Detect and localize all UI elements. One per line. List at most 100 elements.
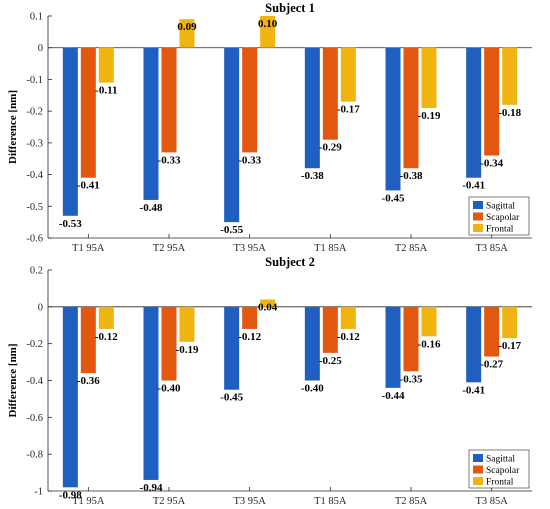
y-tick-label: 0.1 [30, 12, 43, 23]
data-label: -0.34 [480, 158, 503, 170]
bar-frontal [98, 47, 114, 83]
bar-sagittal [385, 47, 401, 191]
bar-scapolar [484, 306, 500, 357]
data-label: -0.12 [238, 331, 261, 343]
data-label: -0.27 [480, 359, 503, 371]
bar-sagittal [304, 47, 320, 169]
y-tick-label: 0 [38, 302, 43, 313]
data-label: -0.41 [462, 384, 485, 396]
bar-sagittal [143, 306, 159, 480]
x-tick-label: T1 95A [72, 496, 105, 507]
x-tick-label: T1 85A [314, 496, 347, 507]
y-tick-label: 0.2 [30, 266, 43, 277]
data-label: 0.04 [258, 301, 278, 313]
x-tick-label: T3 95A [233, 243, 266, 254]
data-label: -0.36 [77, 375, 100, 387]
bar-sagittal [143, 47, 159, 200]
bar-scapolar [403, 47, 419, 169]
bar-frontal [502, 306, 518, 339]
data-label: -0.98 [59, 489, 82, 501]
data-label: -0.11 [95, 85, 117, 97]
chart-2: Subject 2 Difference [nm] 0.2 0 -0.2 -0.4 -0.6… [7, 255, 532, 507]
data-label: -0.53 [59, 218, 82, 230]
data-label: -0.12 [95, 331, 118, 343]
x-tick-label: T3 85A [475, 496, 508, 507]
data-label: -0.40 [158, 383, 181, 395]
bar-scapolar [484, 47, 500, 156]
x-tick-label: T1 85A [314, 243, 347, 254]
bar-scapolar [242, 306, 258, 329]
y-tick-label: -0.6 [26, 413, 43, 424]
data-label: -0.12 [337, 331, 360, 343]
data-label: -0.45 [382, 192, 405, 204]
bar-scapolar [322, 306, 338, 353]
legend-label: Frontal [486, 478, 514, 488]
legend-label: Sagittal [486, 455, 515, 465]
bar-frontal [421, 306, 437, 337]
data-label: -0.17 [498, 340, 521, 352]
data-label: -0.40 [301, 383, 324, 395]
data-label: -0.33 [158, 154, 181, 166]
bar-scapolar [80, 306, 96, 374]
bar-frontal [340, 306, 356, 329]
bar-scapolar [403, 306, 419, 372]
data-label: 0.10 [258, 18, 278, 30]
data-label: -0.19 [176, 344, 199, 356]
x-tick-label: T3 95A [233, 496, 266, 507]
data-label: -0.44 [382, 390, 405, 402]
bar-frontal [421, 47, 437, 108]
data-label: -0.38 [301, 170, 324, 182]
bar-sagittal [224, 306, 240, 390]
x-tick-label: T2 95A [153, 496, 186, 507]
legend-swatch-scapolar [473, 212, 483, 221]
bar-sagittal [466, 306, 482, 383]
x-tick-label: T2 95A [153, 243, 186, 254]
legend-swatch-sagittal [473, 201, 483, 209]
x-tick-label: T2 85A [395, 496, 428, 507]
legend-label: Scapolar [486, 466, 520, 476]
bar-sagittal [304, 306, 320, 381]
bar-frontal [179, 306, 195, 342]
data-label: -0.41 [462, 180, 485, 192]
data-label: -0.45 [220, 392, 243, 404]
data-label: -0.55 [220, 224, 243, 236]
bar-sagittal [466, 47, 482, 178]
bar-sagittal [224, 47, 240, 223]
data-label: -0.35 [400, 373, 423, 385]
bar-scapolar [161, 306, 177, 381]
y-tick-label: -0.2 [26, 107, 43, 118]
data-label: -0.94 [140, 482, 163, 494]
legend-label: Sagittal [486, 202, 515, 212]
y-tick-label: -0.4 [26, 170, 43, 181]
bar-scapolar [322, 47, 338, 140]
data-label: -0.48 [140, 202, 163, 214]
legend-swatch-frontal [473, 477, 483, 485]
legend-label: Frontal [486, 225, 514, 235]
y-axis-label: Difference [nm] [7, 90, 19, 164]
bar-scapolar [242, 47, 258, 153]
data-label: -0.33 [238, 154, 261, 166]
bar-scapolar [80, 47, 96, 178]
legend-swatch-scapolar [473, 465, 483, 474]
y-tick-label: 0 [38, 43, 43, 54]
bar-sagittal [385, 306, 401, 388]
y-axis-label: Difference [nm] [7, 343, 19, 417]
legend-swatch-frontal [473, 224, 483, 232]
data-label: -0.18 [498, 107, 521, 119]
data-label: -0.16 [418, 338, 441, 350]
bar-scapolar [161, 47, 177, 153]
y-tick-label: -0.6 [26, 234, 43, 245]
y-tick-label: -0.1 [26, 75, 43, 86]
x-tick-label: T3 85A [475, 243, 508, 254]
data-label: -0.38 [400, 170, 423, 182]
y-tick-label: -0.8 [26, 450, 43, 461]
bar-frontal [260, 299, 276, 307]
bar-sagittal [62, 47, 78, 216]
bar-frontal [179, 19, 195, 48]
x-tick-label: T1 95A [72, 243, 105, 254]
bar-frontal [98, 306, 114, 329]
